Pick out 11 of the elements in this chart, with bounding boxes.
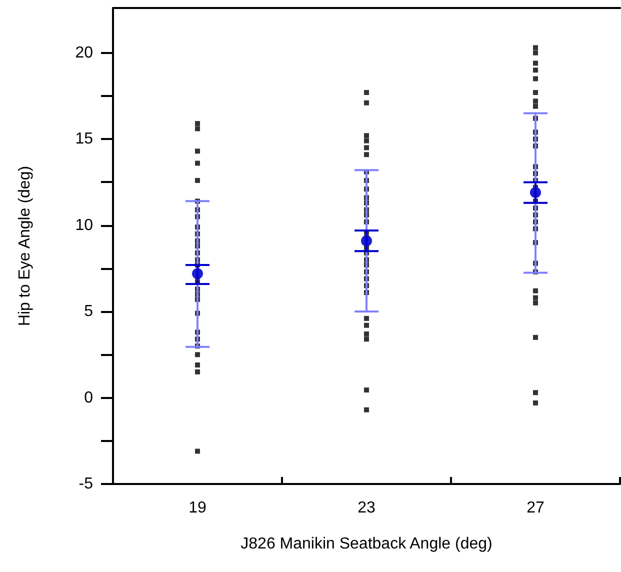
y-tick-label: 15 — [75, 130, 94, 148]
x-tick-label: 19 — [188, 500, 206, 516]
y-tick-label: -5 — [78, 476, 94, 492]
y-tick-label: 10 — [75, 216, 94, 234]
y-axis-title: Hip to Eye Angle (deg) — [16, 166, 34, 326]
y-tick-label: 5 — [84, 303, 94, 320]
x-tick-label: 23 — [358, 500, 376, 516]
y-tick-label: 0 — [84, 389, 94, 406]
x-tick-label: 27 — [526, 500, 544, 516]
x-axis-title: J826 Manikin Seatback Angle (deg) — [240, 536, 492, 552]
y-tick-label: 20 — [75, 44, 94, 62]
